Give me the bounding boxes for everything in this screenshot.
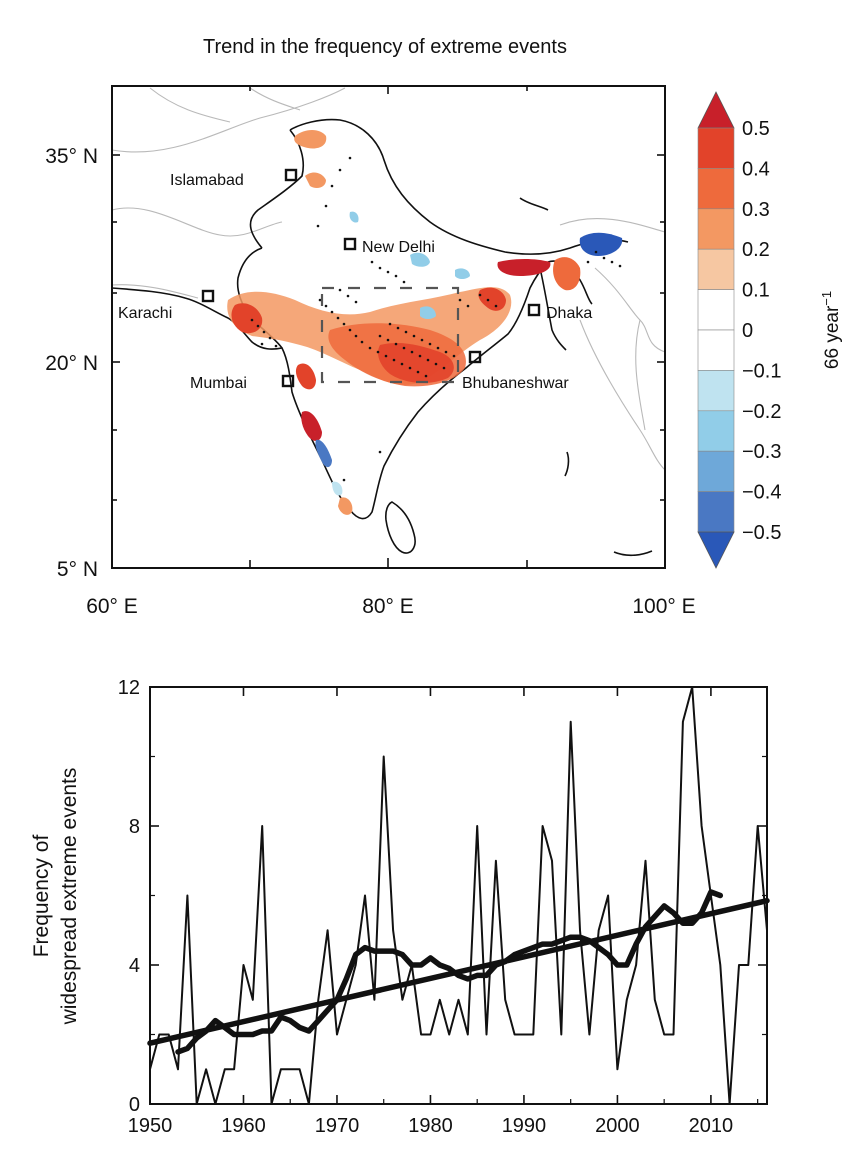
y-axis-label: Frequency of widespread extreme events [30,768,81,1026]
islamabad-marker [284,168,298,182]
colorbar-tick-label: 0.3 [742,199,770,221]
karachi-marker [201,289,215,303]
colorbar-box [697,329,735,371]
colorbar-unit: 66 year [822,305,843,369]
y-tick-label: 8 [129,816,140,838]
map-title: Trend in the frequency of extreme events [203,36,567,58]
bhubaneshwar-marker [468,350,482,364]
colorbar-box [697,450,735,492]
x-tick-label: 2000 [595,1115,640,1137]
series-line-thin [149,686,768,1105]
x-tick-label: 2010 [689,1115,734,1137]
map-plot-area: Islamabad New Delhi Karachi Dhaka Mumbai… [111,85,666,569]
x-tick-label: 1970 [315,1115,360,1137]
colorbar-min-triangle [697,531,735,569]
lon-label-100e: 100° E [632,595,695,618]
study-region-box [320,286,460,384]
x-tick-label: 1960 [221,1115,266,1137]
lon-label-80e: 80° E [362,595,414,618]
colorbar-box [697,208,735,250]
dhaka-marker [527,303,541,317]
colorbar-box [697,410,735,452]
svg-text:66 year−1: 66 year−1 [819,291,843,369]
city-label-dhaka: Dhaka [546,305,592,322]
y-axis-label-line1: Frequency of [30,835,53,958]
lat-label-20n: 20° N [45,352,98,375]
colorbar-box [697,168,735,210]
y-axis-label-line2: widespread extreme events [58,768,81,1026]
series-line-smoothed [175,889,724,1055]
colorbar-tick-label: 0 [742,320,753,342]
lon-label-60e: 60° E [86,595,138,618]
city-label-karachi: Karachi [118,305,172,322]
time-series-frame [149,686,768,1105]
city-markers [201,168,541,388]
x-tick-label: 1980 [408,1115,453,1137]
x-tick-label: 1950 [128,1115,173,1137]
colorbar-tick-label: 0.2 [742,239,770,261]
colorbar-box [697,127,735,169]
colorbar-box [697,248,735,290]
time-series-chart: 1950 1960 1970 1980 1990 2000 2010 0 4 8 12 [118,677,770,1137]
colorbar-tick-label: −0.3 [742,441,781,463]
colorbar-box [697,491,735,533]
colorbar-max-triangle [697,91,735,129]
mumbai-marker [281,374,295,388]
colorbar-box [697,370,735,412]
significance-dots [250,156,622,482]
lat-label-35n: 35° N [45,145,98,168]
colorbar-tick-label: −0.5 [742,522,781,544]
lat-label-5n: 5° N [57,558,98,581]
y-tick-label: 0 [129,1094,140,1116]
x-tick-label: 1990 [502,1115,547,1137]
series-line-trend [147,897,770,1046]
map-ticks [112,86,665,568]
colorbar-box [697,289,735,331]
colorbar: 0.5 0.4 0.3 0.2 0.1 0 −0.1 −0.2 −0.3 −0.4 −0.5 [697,91,781,569]
y-tick-label: 12 [118,677,140,699]
city-label-islamabad: Islamabad [170,172,244,189]
city-label-bhubaneshwar: Bhubaneshwar [462,375,569,392]
colorbar-tick-label: −0.4 [742,482,781,504]
colorbar-tick-label: −0.2 [742,401,781,423]
city-label-mumbai: Mumbai [190,375,247,392]
colorbar-tick-label: 0.1 [742,280,770,302]
neighbour-borders [111,87,666,471]
colorbar-tick-label: −0.1 [742,360,781,382]
colorbar-tick-label: 0.5 [742,118,770,140]
y-tick-label: 4 [129,955,140,977]
new-delhi-marker [343,237,357,251]
colorbar-unit-label: 66 year−1 [819,291,843,369]
city-label-new-delhi: New Delhi [362,239,435,256]
colorbar-unit-exponent: −1 [819,291,834,306]
colorbar-tick-label: 0.4 [742,158,770,180]
trend-shading [227,130,623,515]
